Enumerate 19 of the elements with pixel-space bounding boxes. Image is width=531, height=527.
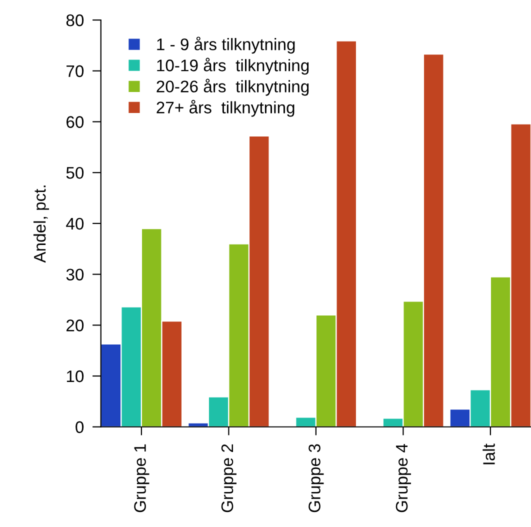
y-tick-label: 60 [66, 116, 84, 128]
x-tick-label: Gruppe 2 [221, 444, 236, 512]
y-tick-label: 50 [66, 166, 84, 179]
x-tick-label: Gruppe 4 [396, 444, 411, 512]
legend-label: 27+ års tilknytning [156, 100, 294, 117]
y-axis-title: Andel, pct. [33, 186, 50, 263]
y-tick-label: 0 [76, 421, 84, 434]
legend-label: 20-26 års tilknytning [156, 78, 309, 96]
x-tick-label: Gruppe 1 [134, 444, 150, 512]
x-tick-label: Ialt [482, 444, 495, 464]
y-tick-label: 20 [66, 320, 84, 332]
y-tick-label: 40 [66, 218, 84, 230]
legend-label: 1 - 9 års tilknytning [157, 36, 295, 54]
x-tick-label: Gruppe 3 [308, 444, 324, 512]
y-tick-label: 70 [66, 65, 84, 78]
y-tick-label: 80 [66, 14, 84, 26]
y-tick-label: 10 [66, 370, 84, 382]
legend-label: 10-19 års tilknytning [157, 58, 309, 75]
y-tick-label: 30 [66, 268, 84, 281]
